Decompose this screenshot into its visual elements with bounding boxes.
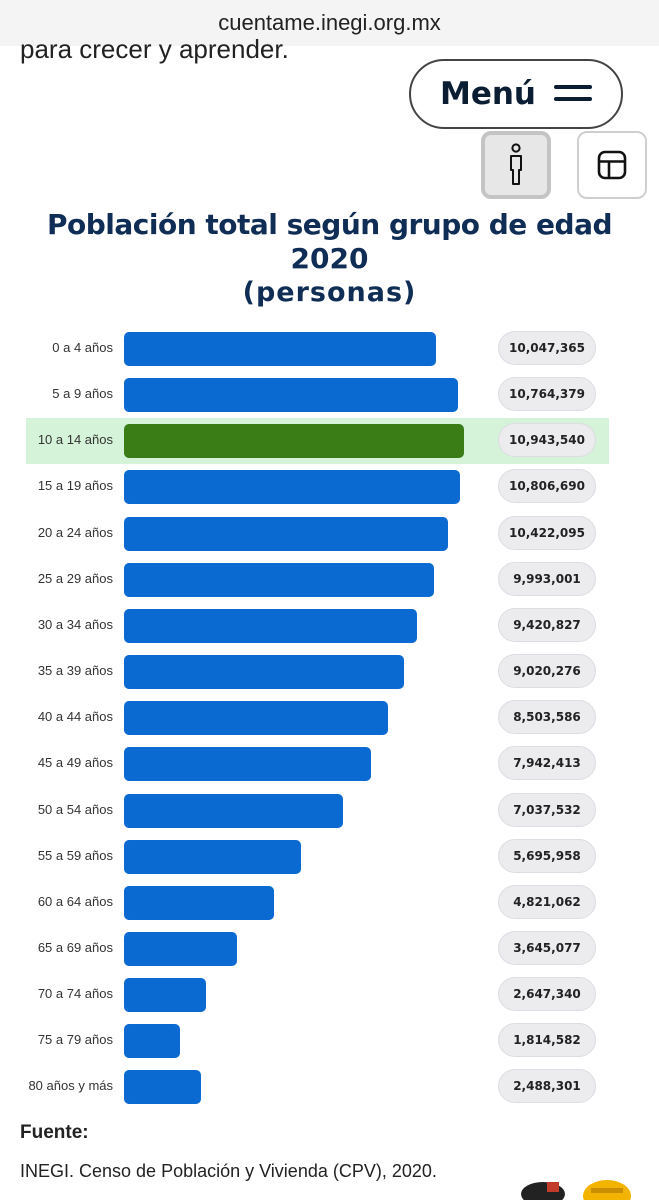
address-bar[interactable]: cuentame.inegi.org.mx bbox=[0, 0, 659, 46]
age-group-label: 60 a 64 años bbox=[37, 894, 113, 909]
population-value: 8,503,586 bbox=[498, 700, 596, 734]
chart-row[interactable]: 45 a 49 años 7,942,413 bbox=[0, 741, 659, 787]
age-group-label: 15 a 19 años bbox=[37, 478, 113, 493]
population-value: 2,647,340 bbox=[498, 977, 596, 1011]
menu-label: Menú bbox=[439, 76, 536, 112]
chart-row[interactable]: 65 a 69 años 3,645,077 bbox=[0, 926, 659, 972]
population-bar[interactable] bbox=[124, 332, 436, 366]
age-group-label: 55 a 59 años bbox=[37, 848, 113, 863]
population-value: 9,993,001 bbox=[498, 562, 596, 596]
population-value: 1,814,582 bbox=[498, 1023, 596, 1057]
population-bar[interactable] bbox=[124, 470, 460, 504]
chart-row[interactable]: 30 a 34 años 9,420,827 bbox=[0, 603, 659, 649]
population-bar[interactable] bbox=[124, 747, 371, 781]
population-bar[interactable] bbox=[124, 886, 274, 920]
age-group-label: 65 a 69 años bbox=[37, 940, 113, 955]
population-value: 3,645,077 bbox=[498, 931, 596, 965]
previous-paragraph-text: para crecer y aprender. bbox=[20, 34, 289, 64]
chart-row[interactable]: 80 años y más 2,488,301 bbox=[0, 1064, 659, 1110]
population-value: 10,943,540 bbox=[498, 423, 596, 457]
source-heading: Fuente: bbox=[20, 1122, 89, 1143]
population-value: 2,488,301 bbox=[498, 1069, 596, 1103]
chart-unit: (personas) bbox=[242, 277, 417, 308]
chart-row[interactable]: 25 a 29 años 9,993,001 bbox=[0, 557, 659, 603]
chart-row[interactable]: 0 a 4 años 10,047,365 bbox=[0, 326, 659, 372]
chart-row[interactable]: 75 a 79 años 1,814,582 bbox=[0, 1018, 659, 1064]
age-group-label: 40 a 44 años bbox=[37, 709, 113, 724]
age-group-label: 20 a 24 años bbox=[37, 525, 113, 540]
population-bar[interactable] bbox=[124, 563, 434, 597]
population-bar[interactable] bbox=[124, 701, 388, 735]
population-value: 9,020,276 bbox=[498, 654, 596, 688]
age-group-label: 80 años y más bbox=[28, 1078, 113, 1093]
population-value: 10,806,690 bbox=[498, 469, 596, 503]
population-value: 9,420,827 bbox=[498, 608, 596, 642]
population-bar[interactable] bbox=[124, 794, 343, 828]
population-bar[interactable] bbox=[124, 378, 458, 412]
age-group-label: 75 a 79 años bbox=[37, 1032, 113, 1047]
chart-row[interactable]: 60 a 64 años 4,821,062 bbox=[0, 880, 659, 926]
population-bar[interactable] bbox=[124, 424, 464, 458]
population-value: 10,422,095 bbox=[498, 516, 596, 550]
chart-row[interactable]: 35 a 39 años 9,020,276 bbox=[0, 649, 659, 695]
url-text: cuentame.inegi.org.mx bbox=[218, 10, 441, 35]
age-group-label: 45 a 49 años bbox=[37, 755, 113, 770]
population-bar[interactable] bbox=[124, 932, 237, 966]
age-group-label: 5 a 9 años bbox=[52, 386, 113, 401]
person-icon bbox=[510, 143, 522, 185]
chart-title: Población total según grupo de edad bbox=[46, 208, 613, 241]
population-value: 4,821,062 bbox=[498, 885, 596, 919]
age-group-label: 0 a 4 años bbox=[52, 340, 113, 355]
population-value: 7,942,413 bbox=[498, 746, 596, 780]
table-view-button[interactable] bbox=[577, 131, 647, 199]
source-text: INEGI. Censo de Población y Vivienda (CP… bbox=[20, 1161, 437, 1181]
population-bar[interactable] bbox=[124, 1024, 180, 1058]
chart-year: 2020 bbox=[290, 242, 369, 275]
population-bar[interactable] bbox=[124, 978, 206, 1012]
decorative-illustration bbox=[521, 1180, 631, 1200]
population-bar[interactable] bbox=[124, 655, 404, 689]
population-value: 10,047,365 bbox=[498, 331, 596, 365]
chart-row[interactable]: 10 a 14 años 10,943,540 bbox=[0, 418, 659, 464]
menu-button[interactable]: Menú bbox=[409, 59, 623, 129]
age-group-label: 35 a 39 años bbox=[37, 663, 113, 678]
table-icon bbox=[597, 150, 627, 180]
population-bar[interactable] bbox=[124, 1070, 201, 1104]
population-bar[interactable] bbox=[124, 840, 301, 874]
population-value: 7,037,532 bbox=[498, 793, 596, 827]
chart-row[interactable]: 15 a 19 años 10,806,690 bbox=[0, 464, 659, 510]
age-group-label: 70 a 74 años bbox=[37, 986, 113, 1001]
chart-row[interactable]: 55 a 59 años 5,695,958 bbox=[0, 834, 659, 880]
population-value: 10,764,379 bbox=[498, 377, 596, 411]
chart-row[interactable]: 20 a 24 años 10,422,095 bbox=[0, 511, 659, 557]
chart-row[interactable]: 5 a 9 años 10,764,379 bbox=[0, 372, 659, 418]
population-bar[interactable] bbox=[124, 609, 417, 643]
age-group-label: 10 a 14 años bbox=[37, 432, 113, 447]
chart-row[interactable]: 50 a 54 años 7,037,532 bbox=[0, 788, 659, 834]
chart-row[interactable]: 40 a 44 años 8,503,586 bbox=[0, 695, 659, 741]
chart-row[interactable]: 70 a 74 años 2,647,340 bbox=[0, 972, 659, 1018]
age-group-label: 25 a 29 años bbox=[37, 571, 113, 586]
age-group-label: 50 a 54 años bbox=[37, 802, 113, 817]
population-value: 5,695,958 bbox=[498, 839, 596, 873]
age-group-label: 30 a 34 años bbox=[37, 617, 113, 632]
person-view-button[interactable] bbox=[481, 131, 551, 199]
population-bar[interactable] bbox=[124, 517, 448, 551]
hamburger-icon bbox=[554, 82, 592, 106]
